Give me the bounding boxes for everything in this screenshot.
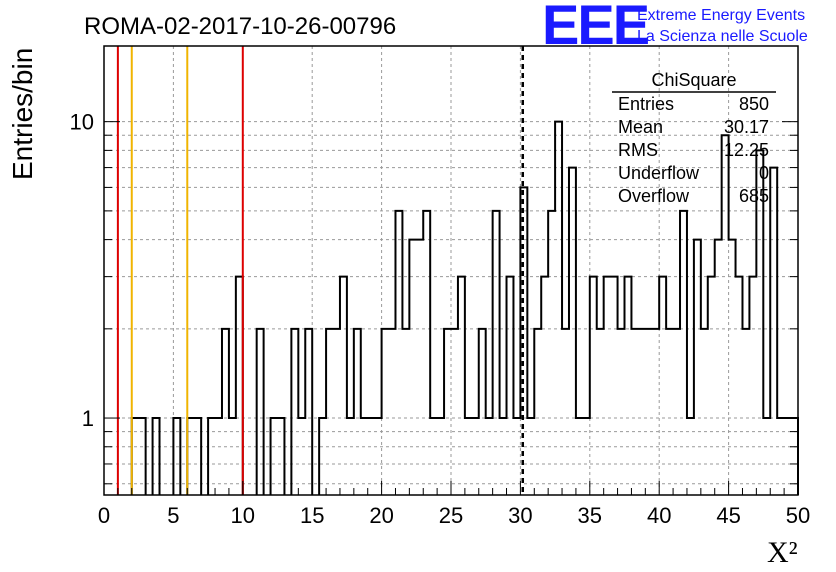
axis-ticks [103, 121, 799, 495]
histogram-bin-run [172, 417, 182, 495]
x-tick-label: 15 [300, 503, 324, 528]
stats-label-underflow: Underflow [618, 163, 700, 183]
stats-value-rms: 12.25 [724, 140, 769, 160]
grid-lines [104, 46, 798, 495]
histogram-bin-run [318, 120, 799, 495]
vertical-marker-lines [116, 46, 525, 495]
tick-labels: 0 5 10 15 20 25 30 35 40 45 50 1 10 [70, 110, 811, 528]
stats-value-underflow: 0 [759, 163, 769, 183]
eee-logo: EEE Extreme Energy Events La Scienza nel… [542, 0, 808, 56]
x-axis-title: X² [767, 536, 798, 569]
run-title: ROMA-02-2017-10-26-00796 [84, 13, 396, 40]
y-tick-label: 1 [82, 406, 94, 431]
stats-label-entries: Entries [618, 94, 674, 114]
x-tick-label: 50 [786, 503, 810, 528]
histogram-bin-run [269, 417, 286, 495]
x-tick-label: 25 [439, 503, 463, 528]
stats-label-rms: RMS [618, 140, 658, 160]
x-tick-label: 10 [231, 503, 255, 528]
y-tick-label: 10 [70, 110, 94, 135]
stats-box: ChiSquare Entries 850 Mean 30.17 RMS 12.… [612, 70, 776, 206]
x-tick-label: 35 [578, 503, 602, 528]
y-axis-title: Entries/bin [7, 48, 38, 180]
stats-title: ChiSquare [651, 70, 736, 90]
logo-mark: EEE [542, 0, 649, 56]
histogram-bin-run [207, 275, 244, 495]
stats-value-mean: 30.17 [724, 117, 769, 137]
x-tick-label: 5 [167, 503, 179, 528]
stats-value-entries: 850 [739, 94, 769, 114]
stats-value-overflow: 685 [739, 186, 769, 206]
logo-line-1: Extreme Energy Events [637, 7, 805, 24]
stats-label-overflow: Overflow [618, 186, 690, 206]
x-tick-label: 0 [98, 503, 110, 528]
histogram-bin-run [255, 327, 265, 495]
histogram-bin-run [151, 417, 161, 495]
x-tick-label: 40 [647, 503, 671, 528]
x-tick-label: 20 [369, 503, 393, 528]
histogram-bin-run [130, 417, 147, 495]
histogram-outline [130, 120, 799, 495]
histogram-bin-run [290, 327, 314, 495]
logo-line-2: La Scienza nelle Scuole [637, 28, 808, 45]
x-tick-label: 30 [508, 503, 532, 528]
stats-label-mean: Mean [618, 117, 663, 137]
x-tick-label: 45 [716, 503, 740, 528]
